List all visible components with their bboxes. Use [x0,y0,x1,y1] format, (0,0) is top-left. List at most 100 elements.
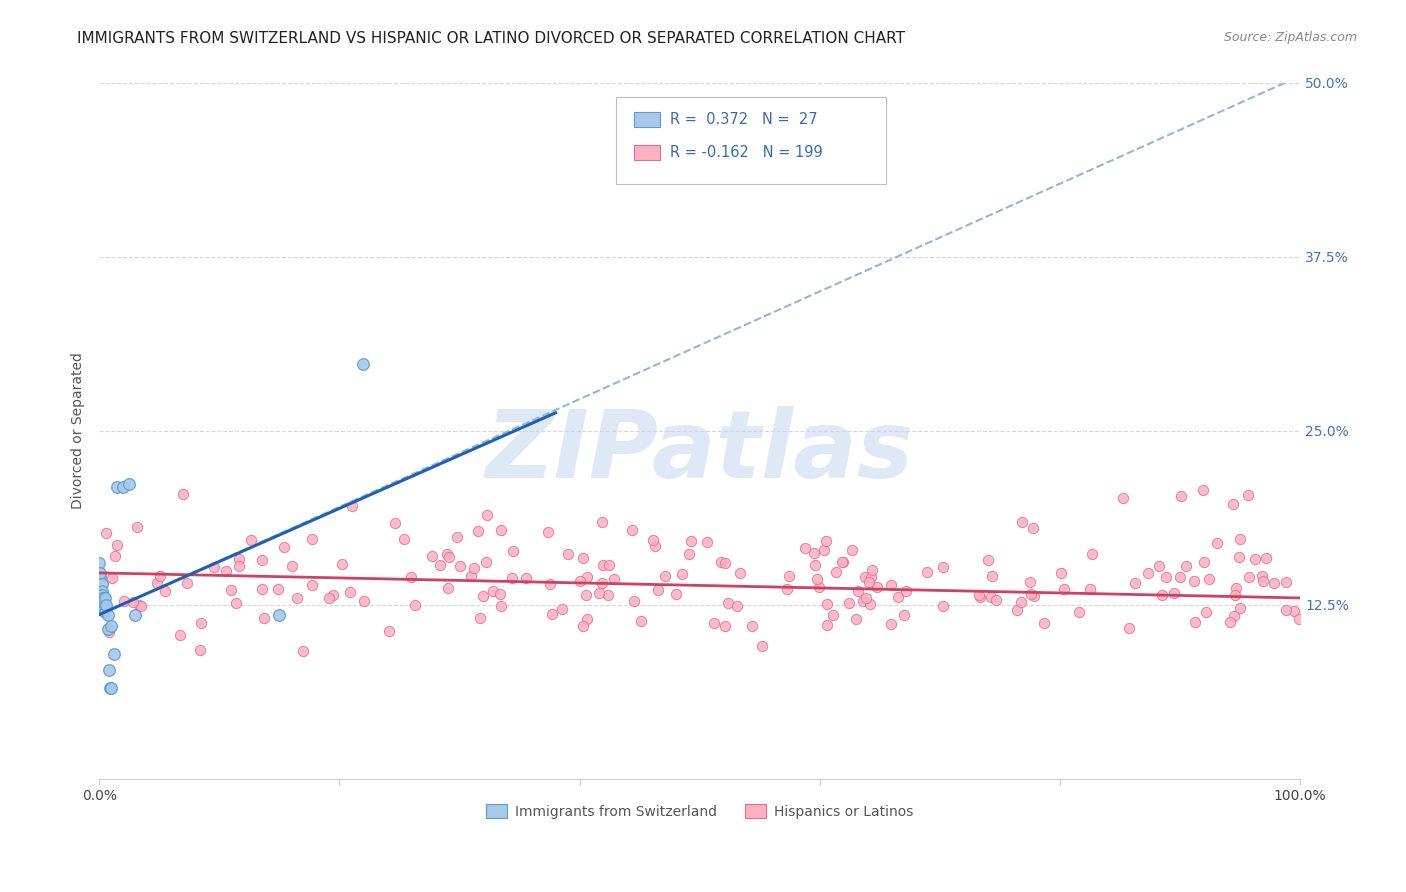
Point [489,599,512,613]
Point [172,487,194,501]
Point [215,565,238,579]
Point [679,534,702,549]
Point [893,608,915,623]
Point [1222,608,1244,623]
Point [1229,532,1251,546]
Point [591,575,613,590]
Point [838,596,860,610]
Point [814,533,837,548]
Point [1022,521,1045,535]
Point [104,549,127,563]
Point [1011,515,1033,529]
Text: IMMIGRANTS FROM SWITZERLAND VS HISPANIC OR LATINO DIVORCED OR SEPARATED CORRELAT: IMMIGRANTS FROM SWITZERLAND VS HISPANIC … [77,31,905,46]
Point [969,590,991,604]
Point [1288,612,1310,626]
Point [1219,615,1241,629]
Point [678,547,700,561]
Point [1222,497,1244,511]
Point [932,559,955,574]
Point [551,601,574,615]
Text: ZIPatlas: ZIPatlas [485,406,914,498]
Point [977,553,1000,567]
Point [803,558,825,573]
Point [858,574,880,589]
Point [96,607,118,622]
Point [475,555,498,569]
Point [481,584,503,599]
Point [643,533,665,548]
Point [437,549,460,564]
Point [399,570,422,584]
Point [91,593,114,607]
Point [603,572,626,586]
Point [894,584,917,599]
Legend: Immigrants from Switzerland, Hispanics or Latinos: Immigrants from Switzerland, Hispanics o… [481,798,920,824]
Point [598,558,620,572]
Point [696,534,718,549]
Text: R = -0.162   N = 199: R = -0.162 N = 199 [669,145,823,160]
Point [1152,588,1174,602]
Point [714,618,737,632]
Point [471,589,494,603]
Point [239,533,262,547]
Point [155,584,177,599]
Point [378,624,401,638]
Point [1237,570,1260,584]
Point [575,588,598,602]
Point [1192,555,1215,569]
Point [831,555,853,569]
Point [825,565,848,579]
Point [449,559,471,574]
Point [803,546,825,560]
Point [1118,622,1140,636]
Point [436,581,458,595]
Point [540,577,562,591]
Point [775,582,797,596]
Point [190,615,212,630]
Point [794,541,817,555]
Point [96,525,118,540]
Point [1254,551,1277,566]
Point [984,592,1007,607]
Point [880,577,903,591]
Point [176,576,198,591]
Point [887,590,910,604]
Point [100,570,122,584]
Point [598,588,620,602]
Point [228,552,250,566]
Point [1147,559,1170,574]
Point [353,593,375,607]
Point [1033,615,1056,630]
Point [131,599,153,613]
Point [429,558,451,573]
Point [103,647,125,661]
Point [1163,586,1185,600]
Point [1184,615,1206,629]
Point [1251,569,1274,583]
Point [815,617,838,632]
Point [339,585,361,599]
Point [436,547,458,561]
Point [860,570,883,584]
Point [654,568,676,582]
Point [572,619,595,633]
Point [225,596,247,610]
FancyBboxPatch shape [634,145,659,161]
Point [1168,569,1191,583]
Point [501,571,523,585]
Point [1284,604,1306,618]
Point [124,607,146,622]
Point [94,605,117,619]
Point [841,543,863,558]
Point [591,515,613,529]
Point [340,499,363,513]
Point [571,550,593,565]
Point [1198,572,1220,586]
Point [671,567,693,582]
Point [94,591,117,605]
Point [188,643,211,657]
Point [322,588,344,602]
Point [778,568,800,582]
Point [318,591,340,605]
Point [502,543,524,558]
